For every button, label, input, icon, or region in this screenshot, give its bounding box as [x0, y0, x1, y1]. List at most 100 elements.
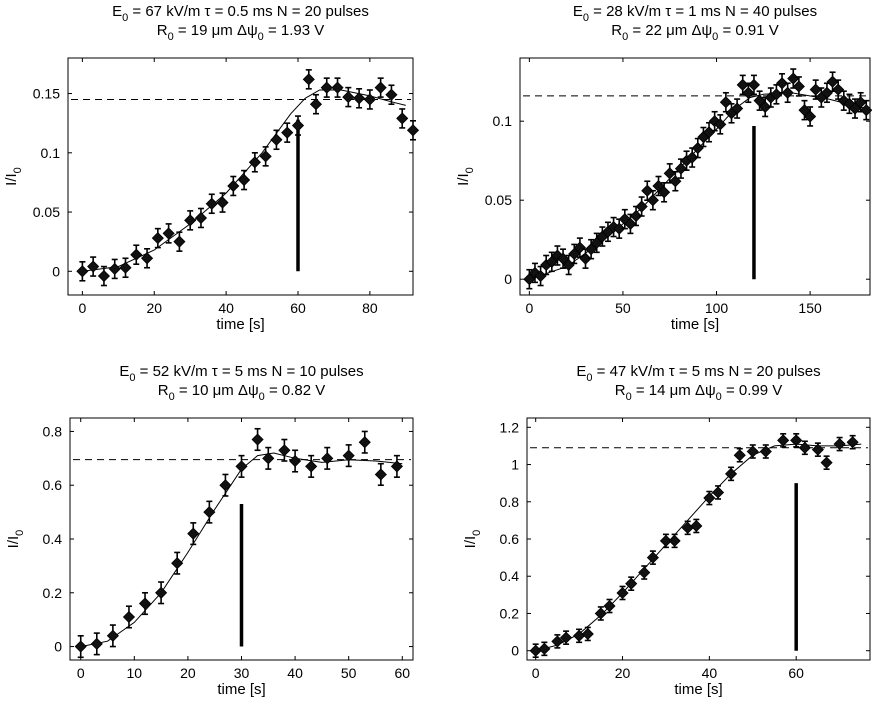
data-point [162, 227, 175, 240]
data-point [187, 527, 200, 540]
y-tick-label: 0.8 [500, 494, 520, 510]
data-point [579, 252, 592, 265]
x-tick-label: 40 [287, 665, 303, 681]
y-tick-label: 0.2 [43, 585, 63, 601]
x-tick-label: 60 [788, 665, 804, 681]
data-point [724, 467, 738, 480]
chart-title-line-1: E0 = 28 kV/m τ = 1 ms N = 40 pulses [573, 3, 817, 24]
y-tick-label: 0.05 [33, 204, 60, 220]
data-point [358, 436, 371, 449]
y-axis-label: I/I0 [455, 167, 476, 186]
x-tick-label: 50 [615, 300, 631, 316]
x-tick-label: 20 [146, 300, 162, 316]
data-point [342, 91, 355, 104]
subscript: 0 [471, 530, 483, 536]
data-point [837, 94, 850, 107]
data-point [747, 78, 761, 91]
text-segment: = 19 μm Δψ [174, 22, 258, 39]
y-tick-label: 0.4 [500, 568, 520, 584]
data-point [97, 269, 111, 283]
y-axis-label: I/I0 [462, 530, 483, 549]
data-point [638, 566, 651, 579]
subscript: 0 [716, 391, 722, 403]
data-point [668, 534, 681, 547]
data-point [385, 88, 398, 101]
data-point [390, 460, 403, 473]
data-point [238, 173, 251, 187]
data-point [659, 534, 673, 547]
data-point [759, 445, 772, 458]
x-axis-label: time [s] [216, 316, 264, 333]
data-point [641, 184, 654, 197]
subscript: 0 [12, 167, 24, 173]
y-tick-label: 0 [504, 271, 512, 287]
data-point [219, 479, 232, 492]
data-point [742, 86, 755, 99]
data-point [573, 629, 586, 642]
data-point [846, 436, 859, 449]
chart-title-line-2: R0 = 14 μm Δψ0 = 0.99 V [615, 382, 783, 403]
chart-title-line-2: R0 = 22 μm Δψ0 = 0.91 V [611, 22, 779, 43]
subscript: 0 [622, 31, 628, 43]
data-point [320, 81, 333, 94]
text-segment: E [112, 3, 122, 20]
text-segment: = 28 kV/m τ = 1 ms N = 40 pulses [589, 3, 817, 20]
data-point [843, 97, 856, 110]
data-point [119, 261, 132, 274]
data-point [235, 460, 248, 473]
x-tick-label: 0 [78, 300, 86, 316]
x-tick-label: 60 [394, 665, 410, 681]
x-tick-label: 50 [341, 665, 357, 681]
x-axis-label: time [s] [671, 316, 719, 333]
x-tick-label: 20 [180, 665, 196, 681]
data-point [90, 637, 103, 650]
data-point [281, 126, 294, 139]
data-point [259, 150, 272, 163]
data-point [798, 441, 811, 454]
x-tick-label: 60 [290, 300, 306, 316]
subscript: 0 [14, 530, 26, 536]
text-segment: = 47 kV/m τ = 5 ms N = 20 pulses [593, 363, 821, 380]
data-point [216, 196, 229, 209]
subscript: 0 [626, 391, 632, 403]
data-point [227, 179, 240, 193]
y-tick-label: 0.1 [41, 145, 61, 161]
data-point [613, 222, 626, 235]
subscript: 0 [258, 31, 264, 43]
data-point [529, 644, 542, 657]
data-point [777, 434, 790, 447]
data-point [251, 433, 264, 446]
text-segment: E [573, 3, 583, 20]
data-point [155, 586, 168, 599]
y-tick-label: 0.15 [33, 86, 60, 102]
x-tick-label: 0 [532, 665, 540, 681]
plot-frame [519, 57, 871, 296]
text-segment: R [611, 22, 622, 39]
data-point [652, 179, 665, 193]
x-tick-label: 100 [705, 300, 729, 316]
x-axis-label: time [s] [217, 681, 265, 698]
data-point [658, 186, 671, 199]
data-point [331, 81, 344, 94]
data-point [781, 86, 794, 99]
y-tick-label: 0.4 [43, 531, 63, 547]
y-tick-label: 0.05 [485, 192, 512, 208]
data-point [804, 110, 817, 123]
data-point [151, 232, 164, 245]
plot-frame [67, 57, 414, 296]
data-point [594, 607, 607, 620]
text-segment: E [119, 363, 129, 380]
x-tick-label: 30 [234, 665, 250, 681]
y-axis-label: I/I0 [5, 530, 26, 549]
data-point [138, 597, 152, 610]
data-point [122, 610, 136, 624]
data-point [629, 209, 643, 223]
y-axis-label: I/I0 [3, 167, 24, 186]
data-point [171, 557, 184, 570]
data-point [860, 104, 872, 117]
data-point [690, 519, 703, 533]
x-tick-label: 0 [525, 300, 533, 316]
data-point [646, 194, 659, 207]
